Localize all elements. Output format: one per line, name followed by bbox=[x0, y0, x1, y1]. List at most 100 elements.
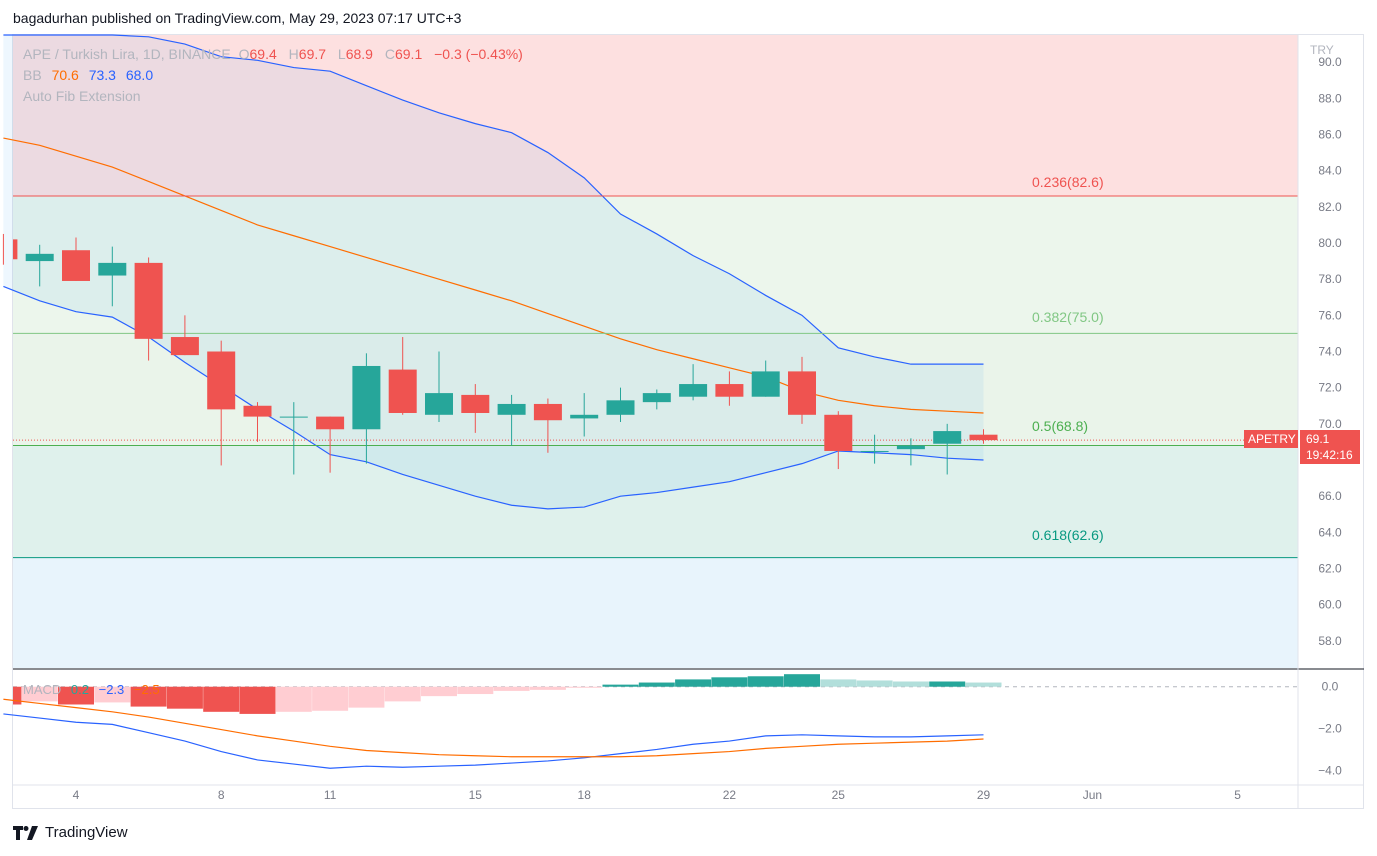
candle-body bbox=[134, 262, 163, 339]
macd-histogram-bar bbox=[421, 686, 457, 697]
fib-label-0618: 0.618(62.6) bbox=[1032, 527, 1104, 543]
macd-histogram-bar bbox=[965, 682, 1002, 687]
candle-body bbox=[606, 400, 635, 415]
macd-histogram-bar bbox=[820, 679, 857, 687]
candle-body bbox=[62, 250, 90, 281]
fib-zones bbox=[13, 35, 1298, 668]
date-tick-label: 22 bbox=[723, 788, 737, 802]
macd-histogram-bar bbox=[566, 686, 603, 688]
candle-body bbox=[533, 403, 562, 421]
legend-line-macd: MACD 0.2 −2.3 −2.5 bbox=[23, 682, 160, 697]
macd-histogram-bar bbox=[348, 686, 385, 708]
fib-label-0382: 0.382(75.0) bbox=[1032, 309, 1104, 325]
price-tick-label: 62.0 bbox=[1318, 562, 1342, 576]
candle-body bbox=[824, 414, 853, 451]
macd-histogram-bar bbox=[675, 679, 712, 687]
candle-body bbox=[497, 403, 526, 415]
macd-histogram-bar bbox=[166, 686, 203, 709]
macd-histogram-bar bbox=[239, 686, 276, 714]
date-tick-label: 15 bbox=[469, 788, 483, 802]
macd-histogram-bar bbox=[493, 686, 530, 691]
legend-line-fib: Auto Fib Extension bbox=[23, 88, 141, 104]
candle-body bbox=[860, 450, 889, 452]
macd-histogram-bar bbox=[13, 686, 22, 705]
price-tick-label: 76.0 bbox=[1318, 308, 1342, 322]
candle-body bbox=[388, 369, 417, 413]
candle-body bbox=[13, 239, 18, 260]
price-tick-label: 58.0 bbox=[1318, 634, 1342, 648]
tradingview-logo-icon bbox=[13, 825, 39, 840]
macd-histogram-bar bbox=[529, 686, 566, 690]
macd-histogram-bar bbox=[711, 677, 748, 687]
date-tick-label: 11 bbox=[324, 788, 337, 802]
candle-body bbox=[751, 371, 780, 397]
fib-levels bbox=[13, 195, 1298, 559]
candles[interactable] bbox=[2, 233, 998, 475]
candle-body bbox=[788, 371, 816, 415]
price-tick-label: 80.0 bbox=[1318, 236, 1342, 250]
fib-label-05: 0.5(68.8) bbox=[1032, 418, 1088, 434]
footer-brand[interactable]: TradingView bbox=[13, 824, 128, 841]
macd-line bbox=[3, 713, 984, 769]
candle-body bbox=[461, 394, 490, 413]
date-tick-label: 29 bbox=[977, 788, 991, 802]
price-tick-label: 64.0 bbox=[1318, 525, 1342, 539]
price-tick-label: 90.0 bbox=[1318, 55, 1342, 69]
macd-tick-label: 0.0 bbox=[1322, 680, 1339, 694]
macd-histogram-bar bbox=[784, 674, 820, 687]
price-tick-label: 78.0 bbox=[1318, 272, 1342, 286]
fib-zone-top bbox=[13, 35, 1298, 196]
macd-histogram-bar bbox=[457, 686, 494, 695]
candle-body bbox=[243, 405, 272, 417]
price-tag bbox=[1300, 430, 1360, 464]
date-tick-label: 5 bbox=[1234, 788, 1241, 802]
macd-histogram-bar bbox=[384, 686, 421, 702]
date-tick-label: 25 bbox=[832, 788, 846, 802]
fib-zone-05-0618 bbox=[13, 445, 1298, 558]
price-tag-countdown: 19:42:16 bbox=[1306, 448, 1353, 462]
candle-body bbox=[279, 416, 308, 418]
brand-name: TradingView bbox=[45, 824, 128, 841]
candle-body bbox=[642, 393, 671, 403]
price-tick-label: 84.0 bbox=[1318, 164, 1342, 178]
symbol-tag-label: APETRY bbox=[1248, 432, 1296, 446]
macd-histogram-bar bbox=[602, 684, 639, 687]
macd-histogram-bar bbox=[58, 686, 94, 705]
macd-histogram-bar bbox=[130, 686, 167, 707]
macd-tick-label: −2.0 bbox=[1318, 722, 1342, 736]
price-tick-label: 60.0 bbox=[1318, 598, 1342, 612]
macd-pane bbox=[3, 668, 1364, 769]
candle-body bbox=[425, 393, 453, 415]
candle-body bbox=[207, 351, 236, 410]
macd-tick-label: −4.0 bbox=[1318, 763, 1342, 777]
candle-body bbox=[679, 384, 708, 397]
fib-zone-bottom bbox=[13, 557, 1298, 668]
candle-body bbox=[933, 431, 962, 444]
price-tick-label: 72.0 bbox=[1318, 381, 1342, 395]
macd-histogram-bar bbox=[747, 676, 784, 687]
candle-body bbox=[352, 365, 381, 430]
date-tick-label: 18 bbox=[578, 788, 592, 802]
legend-line-bb: BB 70.6 73.3 68.0 bbox=[23, 67, 153, 83]
candle-body bbox=[715, 384, 744, 397]
candle-body bbox=[969, 434, 998, 441]
candle-body bbox=[316, 416, 345, 430]
date-tick-label: Jun bbox=[1083, 788, 1102, 802]
chart-frame bbox=[12, 34, 1364, 809]
symbol-tag bbox=[1244, 430, 1298, 448]
candle-body bbox=[25, 253, 54, 262]
macd-histogram-bar bbox=[856, 680, 893, 687]
macd-histogram-bar bbox=[203, 686, 240, 712]
publisher-line: bagadurhan published on TradingView.com,… bbox=[13, 10, 462, 26]
price-tick-label: 82.0 bbox=[1318, 200, 1342, 214]
date-tick-label: 8 bbox=[218, 788, 225, 802]
macd-signal-line bbox=[3, 698, 984, 758]
bb-basis-line bbox=[3, 137, 984, 414]
price-tick-label: 66.0 bbox=[1318, 489, 1342, 503]
macd-histogram-bar bbox=[312, 686, 349, 711]
macd-histogram-bar bbox=[275, 686, 312, 712]
price-tag-value: 69.1 bbox=[1306, 432, 1330, 446]
price-tick-label: 88.0 bbox=[1318, 91, 1342, 105]
macd-histogram-bar bbox=[94, 686, 131, 703]
